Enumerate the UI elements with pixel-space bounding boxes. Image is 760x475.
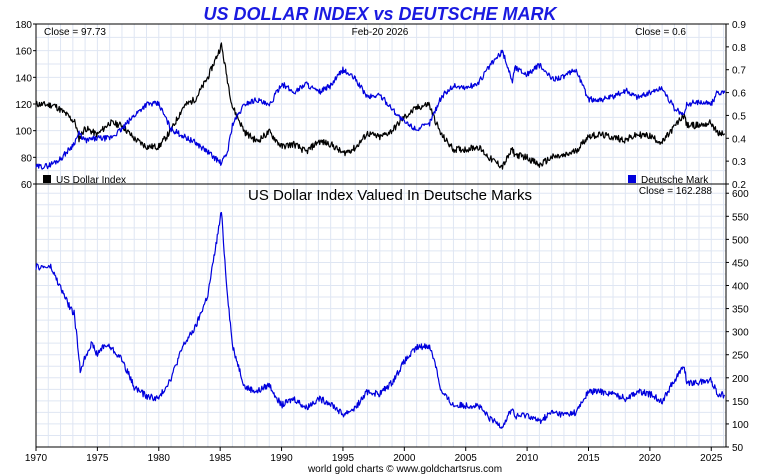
- legend-usd-swatch: [43, 175, 51, 183]
- x-tick-label: 1980: [148, 453, 171, 464]
- bottom-right-tick-label: 100: [732, 420, 749, 431]
- x-axis-ticks: 1970 1975 1980 1985 1990 1995 2000 2005 2010 2015…: [25, 447, 723, 464]
- x-tick-label: 2025: [700, 453, 723, 464]
- top-right-tick-label: 0.3: [732, 157, 746, 168]
- top-right-tick-label: 0.4: [732, 134, 746, 145]
- x-tick-label: 1995: [332, 453, 355, 464]
- top-left-tick-label: 120: [15, 100, 32, 111]
- top-left-tick-label: 160: [15, 47, 32, 58]
- legend-dm-label: Deutsche Mark: [641, 175, 709, 186]
- x-tick-label: 2015: [577, 453, 600, 464]
- top-left-tick-label: 180: [15, 20, 32, 31]
- bottom-right-axis-ticks: 50 100 150 200 250 300 350 400 450 500 550 600: [726, 189, 749, 454]
- x-tick-label: 1985: [209, 453, 232, 464]
- bottom-right-tick-label: 250: [732, 351, 749, 362]
- x-tick-label: 2000: [393, 453, 416, 464]
- top-right-tick-label: 0.6: [732, 89, 746, 100]
- x-tick-label: 2010: [516, 453, 539, 464]
- series-line-us-dollar-index: [35, 42, 726, 170]
- bottom-right-tick-label: 350: [732, 305, 749, 316]
- bottom-right-tick-label: 450: [732, 258, 749, 269]
- bottom-right-tick-label: 550: [732, 212, 749, 223]
- series-line-usd-in-deutsche-marks: [35, 211, 726, 429]
- legend-dm-swatch: [628, 175, 636, 183]
- legend-usd-label: US Dollar Index: [56, 175, 126, 186]
- top-series-group: [35, 42, 726, 170]
- x-tick-label: 1975: [86, 453, 109, 464]
- bottom-close-label: Close = 162.288: [639, 186, 713, 197]
- top-right-tick-label: 0.7: [732, 66, 746, 77]
- top-right-close-label: Close = 0.6: [635, 27, 686, 38]
- top-right-tick-label: 0.5: [732, 111, 746, 122]
- legend-dm: Deutsche Mark: [628, 175, 709, 186]
- bottom-panel-frame: [35, 183, 727, 448]
- bottom-right-tick-label: 50: [732, 443, 744, 454]
- top-left-axis-ticks: 60 80 100 120 140 160 180: [15, 20, 36, 191]
- top-left-tick-label: 60: [21, 180, 33, 191]
- top-left-tick-label: 100: [15, 127, 32, 138]
- bottom-panel: US Dollar Index Valued In Deutsche Marks…: [25, 183, 749, 464]
- bottom-right-tick-label: 600: [732, 189, 749, 200]
- top-right-tick-label: 0.9: [732, 20, 746, 31]
- footer-credit: world gold charts © www.goldchartsrus.co…: [307, 464, 502, 475]
- top-left-tick-label: 80: [21, 153, 33, 164]
- x-tick-label: 1970: [25, 453, 48, 464]
- bottom-right-tick-label: 500: [732, 235, 749, 246]
- top-right-tick-label: 0.8: [732, 43, 746, 54]
- bottom-right-tick-label: 150: [732, 397, 749, 408]
- top-date-label: Feb-20 2026: [352, 27, 409, 38]
- bottom-right-tick-label: 400: [732, 282, 749, 293]
- x-tick-label: 2020: [639, 453, 662, 464]
- bottom-series-group: [35, 211, 726, 429]
- top-right-axis-ticks: 0.2 0.3 0.4 0.5 0.6 0.7 0.8 0.9: [726, 20, 746, 191]
- series-line-deutsche-mark: [35, 49, 726, 170]
- legend-usd: US Dollar Index: [43, 175, 126, 186]
- bottom-chart-title: US Dollar Index Valued In Deutsche Marks: [248, 187, 532, 204]
- bottom-right-tick-label: 300: [732, 328, 749, 339]
- top-left-close-label: Close = 97.73: [44, 27, 106, 38]
- top-right-tick-label: 0.2: [732, 180, 746, 191]
- x-tick-label: 2005: [455, 453, 478, 464]
- x-tick-label: 1990: [270, 453, 293, 464]
- bottom-right-tick-label: 200: [732, 374, 749, 385]
- chart-title: US DOLLAR INDEX vs DEUTSCHE MARK: [203, 4, 558, 24]
- top-left-tick-label: 140: [15, 73, 32, 84]
